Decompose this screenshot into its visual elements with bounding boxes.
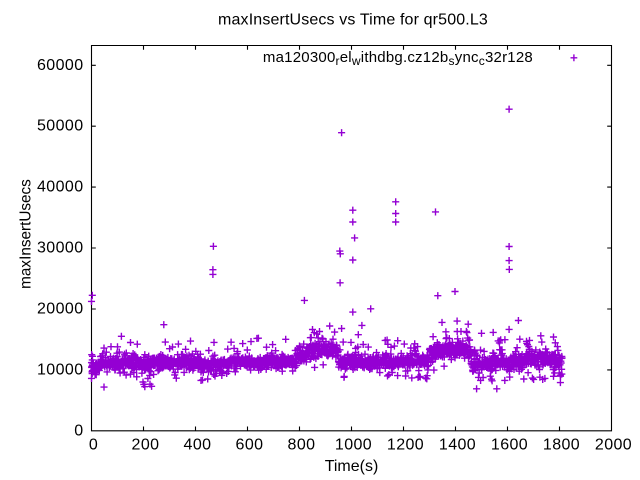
- svg-text:maxInsertUsecs: maxInsertUsecs: [18, 179, 35, 289]
- svg-text:200: 200: [132, 436, 160, 453]
- svg-text:Time(s): Time(s): [325, 458, 379, 475]
- svg-text:600: 600: [236, 436, 264, 453]
- svg-text:60000: 60000: [37, 57, 84, 74]
- svg-text:50000: 50000: [37, 118, 84, 135]
- svg-text:1400: 1400: [439, 436, 476, 453]
- svg-text:1800: 1800: [543, 436, 580, 453]
- svg-text:30000: 30000: [37, 240, 84, 257]
- svg-text:10000: 10000: [37, 361, 84, 378]
- svg-text:ma120300relwithdbg.cz12bsyncc3: ma120300relwithdbg.cz12bsyncc32r128: [263, 49, 533, 68]
- svg-text:maxInsertUsecs vs Time for qr5: maxInsertUsecs vs Time for qr500.L3: [218, 11, 488, 28]
- svg-text:1600: 1600: [491, 436, 528, 453]
- svg-text:20000: 20000: [37, 301, 84, 318]
- svg-text:1000: 1000: [335, 436, 372, 453]
- svg-text:40000: 40000: [37, 179, 84, 196]
- svg-text:0: 0: [74, 422, 83, 439]
- svg-text:800: 800: [288, 436, 316, 453]
- svg-text:2000: 2000: [595, 436, 632, 453]
- svg-text:400: 400: [184, 436, 212, 453]
- svg-text:1200: 1200: [387, 436, 424, 453]
- svg-text:0: 0: [89, 436, 98, 453]
